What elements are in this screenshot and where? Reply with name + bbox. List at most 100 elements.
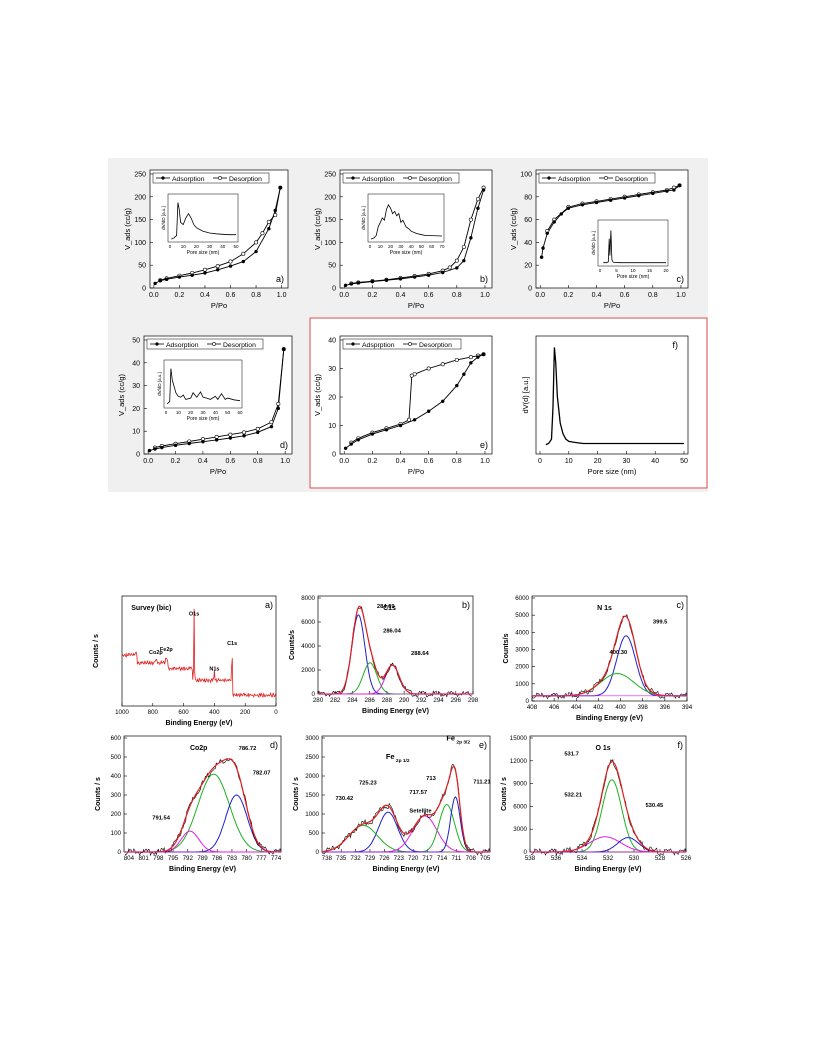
x-tick-label: 729 (365, 855, 376, 862)
adsorption-point (158, 279, 162, 283)
peak-annotation: 284.69 (377, 604, 396, 610)
adsorption-point (349, 282, 353, 286)
y-tick-label: 0 (136, 452, 140, 459)
y-tick-label: 20 (328, 395, 336, 402)
inset-x-tick-label: 10 (176, 410, 182, 415)
desorption-point (454, 258, 459, 263)
xps-panel-d: 804 801 798 795 792 789 786 783 780 777 774Binding… (95, 735, 282, 873)
y-tick-label: 20 (132, 406, 140, 413)
x-tick-label: 0.6 (424, 458, 434, 465)
adsorption-point (278, 185, 283, 190)
adsorption-point (580, 203, 585, 207)
raw-spectrum (124, 758, 282, 857)
adsorption-point (455, 266, 459, 270)
adsorption-point (384, 428, 389, 432)
plot-frame (339, 335, 493, 455)
y-tick-label: 0 (312, 691, 316, 698)
panel-title: Co2p (190, 745, 208, 752)
x-tick-label: 10 (565, 458, 573, 465)
y-tick-label: 4000 (301, 643, 315, 650)
legend-box (152, 172, 270, 184)
legend-marker-adsorption (351, 176, 355, 180)
x-axis-label: Binding Energy (eV) (362, 708, 429, 715)
plot-frame (317, 595, 474, 695)
peak-label: C1s (227, 641, 237, 647)
inset-chart: 0 10 20 30 40 50 Pore size (nm) dV/dD [a.u.] (161, 193, 239, 256)
peak-label: N1s (209, 667, 219, 673)
x-tick-label: 0.8 (253, 458, 263, 465)
x-tick-label: 0.2 (368, 292, 378, 299)
peak-label: O1s (189, 612, 199, 618)
y-tick-label: 3000 (305, 735, 319, 742)
x-tick-label: 786 (212, 855, 223, 862)
xps-panel-e: 738 735 732 729 726 723 720 717 714 711 708 705 Bind… (293, 734, 491, 873)
x-axis-label: Binding Energy (eV) (166, 720, 233, 727)
x-tick-label: 200 (240, 709, 251, 716)
x-tick-label: 0.6 (620, 292, 630, 299)
desorption-point (426, 366, 431, 371)
y-tick-label: 150 (324, 217, 336, 224)
x-axis-label: Pore size (nm) (588, 467, 637, 476)
y-tick-label: 50 (138, 263, 146, 270)
x-tick-label: 0.0 (339, 458, 349, 465)
x-tick-label: 0.2 (175, 292, 185, 299)
y-axis-label: V_ads (cc/g) (509, 207, 518, 250)
x-tick-label: 0.8 (251, 292, 261, 299)
y-tick-label: 2000 (301, 667, 315, 674)
x-tick-label: 732 (350, 855, 361, 862)
x-tick-label: 0.4 (200, 292, 210, 299)
desorption-point (406, 417, 411, 422)
adsorption-point (147, 448, 152, 453)
y-tick-label: 600 (111, 735, 122, 742)
y-tick-label: 6000 (515, 595, 529, 602)
x-tick-label: 0.4 (396, 458, 406, 465)
legend-marker-desorption (604, 176, 608, 180)
desorption-point (276, 401, 281, 406)
adsorption-point (441, 270, 445, 275)
x-tick-label: 1.0 (676, 292, 686, 299)
peak-annotation: 786.72 (239, 746, 257, 752)
x-tick-label: 534 (577, 855, 588, 862)
x-tick-label: 738 (322, 855, 333, 862)
x-tick-label: 408 (527, 704, 538, 711)
panel-label: f) (678, 740, 684, 750)
adsorption-point (242, 434, 246, 438)
x-tick-label: 1000 (115, 709, 129, 716)
x-tick-label: 600 (178, 709, 189, 716)
desorption-point (440, 362, 445, 367)
x-tick-label: 1.0 (480, 458, 490, 465)
adsorption-point (651, 191, 655, 196)
legend-box (342, 172, 460, 184)
legend-label-adsorption: Adsprption (362, 342, 395, 349)
x-tick-label: 714 (437, 855, 448, 862)
peak-annotation: 717.57 (409, 790, 427, 796)
inset-x-tick-label: 0 (369, 244, 372, 249)
inset-x-tick-label: 60 (429, 244, 435, 249)
legend-box (146, 338, 264, 350)
adsorption-point (594, 200, 599, 205)
inset-x-tick-label: 30 (207, 244, 213, 249)
inset-x-tick-label: 0 (169, 244, 172, 249)
x-tick-label: 284 (347, 697, 358, 704)
peak-annotation: 288.64 (411, 651, 430, 657)
desorption-point (202, 267, 207, 272)
adsorption-point (426, 409, 431, 413)
plot-frame (121, 595, 277, 707)
adsorption-point (566, 206, 571, 210)
adsorption-point (469, 361, 473, 365)
inset-y-label: dV/dD [a.u.] (161, 206, 166, 230)
legend-label-adsorption: Adsorption (362, 176, 395, 183)
inset-y-label: dV/dD [a.u.] (361, 206, 366, 230)
panel-label: b) (462, 600, 470, 610)
adsorption-point (559, 212, 564, 216)
xps-panel-c: 408 406 404 402 400 398 396 394 Binding Energy (… (503, 595, 693, 722)
x-tick-label: 40 (651, 458, 659, 465)
desorption-point (260, 231, 265, 236)
inset-x-tick-label: 10 (630, 268, 636, 273)
x-axis-label: P/Po (408, 301, 424, 310)
y-tick-label: 250 (134, 172, 146, 179)
x-tick-label: 400 (615, 704, 626, 711)
adsorption-point (370, 279, 375, 284)
legend-label-desorption: Desorption (419, 342, 452, 349)
